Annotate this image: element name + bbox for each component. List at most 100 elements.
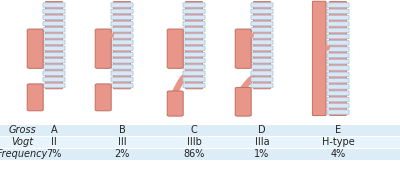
FancyBboxPatch shape [327,34,349,39]
FancyBboxPatch shape [111,46,133,51]
FancyBboxPatch shape [43,15,65,20]
Text: E: E [335,125,341,135]
FancyBboxPatch shape [111,21,133,26]
FancyBboxPatch shape [43,77,65,82]
FancyBboxPatch shape [183,52,205,57]
FancyBboxPatch shape [43,9,65,13]
Text: H-type: H-type [322,137,354,147]
FancyBboxPatch shape [111,59,133,63]
FancyBboxPatch shape [27,84,43,111]
Text: Gross: Gross [8,125,36,135]
Text: IIIa: IIIa [255,137,269,147]
FancyBboxPatch shape [251,71,273,75]
FancyBboxPatch shape [327,41,349,45]
FancyBboxPatch shape [251,3,273,7]
FancyBboxPatch shape [111,28,133,32]
FancyBboxPatch shape [46,1,62,89]
FancyBboxPatch shape [183,21,205,26]
FancyBboxPatch shape [235,29,251,68]
FancyBboxPatch shape [251,65,273,69]
FancyBboxPatch shape [251,21,273,26]
FancyBboxPatch shape [327,47,349,51]
FancyBboxPatch shape [43,34,65,38]
FancyBboxPatch shape [327,97,349,102]
FancyBboxPatch shape [235,87,251,116]
Text: 86%: 86% [183,149,205,159]
FancyBboxPatch shape [111,34,133,38]
FancyBboxPatch shape [327,66,349,70]
FancyBboxPatch shape [251,52,273,57]
FancyBboxPatch shape [27,29,43,68]
FancyBboxPatch shape [327,91,349,95]
FancyBboxPatch shape [327,15,349,20]
FancyBboxPatch shape [111,52,133,57]
FancyBboxPatch shape [43,59,65,63]
FancyBboxPatch shape [183,3,205,7]
FancyBboxPatch shape [183,59,205,63]
FancyBboxPatch shape [43,3,65,7]
FancyBboxPatch shape [43,28,65,32]
FancyBboxPatch shape [327,3,349,7]
Text: B: B [119,125,125,135]
FancyBboxPatch shape [327,53,349,58]
FancyBboxPatch shape [183,15,205,20]
FancyBboxPatch shape [327,104,349,108]
FancyBboxPatch shape [312,1,326,116]
FancyBboxPatch shape [43,21,65,26]
Text: IIIb: IIIb [186,137,202,147]
FancyBboxPatch shape [183,65,205,69]
Text: 1%: 1% [254,149,270,159]
Text: Vogt: Vogt [11,137,33,147]
FancyBboxPatch shape [251,77,273,82]
Text: D: D [258,125,266,135]
FancyBboxPatch shape [183,77,205,82]
FancyBboxPatch shape [167,91,183,116]
FancyBboxPatch shape [0,148,400,160]
FancyBboxPatch shape [111,83,133,88]
FancyBboxPatch shape [327,85,349,89]
Text: Frequency: Frequency [0,149,48,159]
FancyBboxPatch shape [43,46,65,51]
FancyBboxPatch shape [183,9,205,13]
FancyBboxPatch shape [327,72,349,76]
FancyBboxPatch shape [111,15,133,20]
FancyBboxPatch shape [111,65,133,69]
FancyBboxPatch shape [183,46,205,51]
FancyBboxPatch shape [95,84,111,111]
FancyBboxPatch shape [167,29,183,68]
FancyBboxPatch shape [43,71,65,75]
FancyBboxPatch shape [43,83,65,88]
FancyBboxPatch shape [183,34,205,38]
FancyBboxPatch shape [43,40,65,44]
FancyBboxPatch shape [183,40,205,44]
FancyBboxPatch shape [111,3,133,7]
FancyBboxPatch shape [327,110,349,114]
FancyBboxPatch shape [43,52,65,57]
FancyBboxPatch shape [327,78,349,83]
FancyBboxPatch shape [251,28,273,32]
FancyBboxPatch shape [183,83,205,88]
FancyBboxPatch shape [0,124,400,136]
FancyBboxPatch shape [327,28,349,32]
Text: C: C [191,125,197,135]
FancyBboxPatch shape [43,65,65,69]
FancyBboxPatch shape [251,46,273,51]
Text: 2%: 2% [114,149,130,159]
FancyBboxPatch shape [327,59,349,64]
FancyBboxPatch shape [183,28,205,32]
FancyBboxPatch shape [95,29,111,68]
FancyBboxPatch shape [254,1,270,89]
FancyBboxPatch shape [251,83,273,88]
FancyBboxPatch shape [327,9,349,14]
FancyBboxPatch shape [111,71,133,75]
FancyBboxPatch shape [251,40,273,44]
Text: II: II [51,137,57,147]
FancyBboxPatch shape [251,34,273,38]
FancyBboxPatch shape [111,40,133,44]
FancyBboxPatch shape [183,71,205,75]
FancyBboxPatch shape [251,59,273,63]
Text: A: A [51,125,57,135]
FancyBboxPatch shape [186,1,202,89]
Text: III: III [118,137,126,147]
Text: 7%: 7% [46,149,62,159]
